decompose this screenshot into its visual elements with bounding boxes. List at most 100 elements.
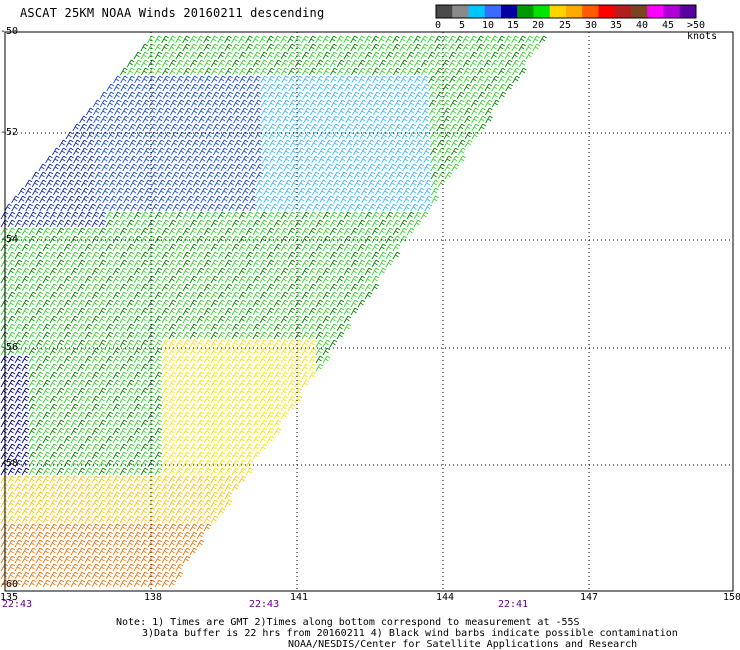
wind-barb bbox=[267, 75, 275, 84]
wind-barb bbox=[203, 59, 212, 68]
wind-barb bbox=[325, 147, 333, 156]
wind-barb bbox=[105, 427, 114, 436]
wind-barb bbox=[56, 243, 65, 252]
wind-barb bbox=[423, 179, 432, 188]
wind-barb bbox=[259, 307, 268, 316]
wind-barb bbox=[105, 227, 114, 236]
wind-barb bbox=[287, 371, 296, 380]
wind-barb bbox=[210, 371, 219, 380]
wind-barb bbox=[301, 275, 310, 284]
wind-barb bbox=[140, 579, 149, 588]
wind-barb bbox=[67, 203, 76, 212]
wind-barb bbox=[443, 123, 452, 132]
wind-barb bbox=[336, 283, 345, 292]
wind-barb bbox=[324, 139, 333, 148]
wind-barb bbox=[126, 443, 135, 452]
wind-barb bbox=[84, 363, 93, 372]
wind-barb bbox=[288, 67, 296, 76]
wind-barb bbox=[415, 139, 424, 148]
wind-barb bbox=[147, 211, 156, 220]
wind-barb bbox=[161, 315, 170, 324]
wind-barb bbox=[105, 387, 114, 396]
wind-barb bbox=[224, 363, 233, 372]
wind-barb bbox=[28, 363, 37, 372]
wind-barb bbox=[161, 59, 170, 68]
wind-barb bbox=[112, 355, 121, 364]
wind-barb bbox=[7, 379, 16, 388]
wind-barb bbox=[112, 419, 121, 428]
wind-barb bbox=[182, 387, 191, 396]
wind-barb bbox=[368, 195, 376, 204]
wind-barb bbox=[49, 315, 58, 324]
wind-barb bbox=[189, 339, 198, 348]
wind-barb bbox=[380, 115, 388, 124]
wind-barb bbox=[182, 347, 191, 356]
wind-barb bbox=[203, 347, 212, 356]
wind-barb bbox=[259, 43, 268, 52]
wind-barb bbox=[343, 291, 352, 300]
wind-barb bbox=[245, 451, 254, 460]
wind-barb bbox=[196, 43, 205, 52]
wind-barb bbox=[140, 259, 149, 268]
wind-barb bbox=[301, 267, 310, 276]
wind-barb bbox=[203, 523, 212, 532]
wind-barb bbox=[371, 219, 380, 228]
wind-barb bbox=[137, 203, 146, 212]
wind-barb bbox=[192, 155, 200, 164]
wind-barb bbox=[102, 187, 110, 196]
wind-barb bbox=[136, 155, 144, 164]
wind-barb bbox=[402, 179, 411, 188]
wind-barb bbox=[274, 67, 282, 76]
wind-barb bbox=[196, 291, 205, 300]
wind-barb bbox=[330, 67, 338, 76]
wind-barb bbox=[252, 323, 261, 332]
wind-barb bbox=[87, 171, 96, 180]
wind-barb bbox=[498, 67, 506, 76]
wind-barb bbox=[232, 75, 240, 84]
wind-barb bbox=[63, 451, 72, 460]
wind-barb bbox=[427, 43, 436, 52]
wind-barb bbox=[273, 299, 282, 308]
wind-barb bbox=[231, 267, 240, 276]
wind-barb bbox=[105, 483, 114, 492]
wind-barb bbox=[393, 99, 402, 108]
wind-barb bbox=[77, 515, 86, 524]
wind-barb bbox=[205, 115, 213, 124]
wind-barb bbox=[168, 315, 177, 324]
wind-barb bbox=[154, 451, 163, 460]
wind-barb bbox=[406, 211, 415, 220]
wind-barb bbox=[63, 547, 72, 556]
wind-barb bbox=[273, 411, 282, 420]
wind-barb bbox=[147, 499, 156, 508]
wind-barb bbox=[21, 459, 30, 468]
wind-barb bbox=[98, 427, 107, 436]
wind-barb bbox=[498, 83, 507, 92]
wind-barb bbox=[182, 411, 191, 420]
wind-barb bbox=[449, 91, 458, 100]
wind-barb bbox=[14, 563, 23, 572]
wind-barb bbox=[317, 123, 326, 132]
wind-barb bbox=[42, 243, 51, 252]
wind-barb bbox=[133, 531, 142, 540]
wind-barb bbox=[147, 43, 156, 52]
wind-barb bbox=[91, 371, 100, 380]
wind-barb bbox=[161, 51, 170, 60]
wind-barb bbox=[126, 267, 135, 276]
wind-barb bbox=[245, 243, 254, 252]
wind-barb bbox=[189, 451, 198, 460]
wind-barb bbox=[77, 315, 86, 324]
wind-barb bbox=[35, 427, 44, 436]
wind-barb bbox=[175, 211, 184, 220]
wind-barb bbox=[427, 59, 436, 68]
wind-barb bbox=[80, 155, 88, 164]
wind-barb bbox=[133, 427, 142, 436]
wind-barb bbox=[345, 123, 354, 132]
wind-barb bbox=[157, 171, 166, 180]
wind-barb bbox=[182, 427, 191, 436]
wind-barb bbox=[322, 323, 331, 332]
wind-barb bbox=[245, 395, 254, 404]
wind-barb bbox=[126, 435, 135, 444]
wind-barb bbox=[464, 131, 473, 140]
wind-barb bbox=[422, 115, 430, 124]
wind-barb bbox=[416, 171, 425, 180]
